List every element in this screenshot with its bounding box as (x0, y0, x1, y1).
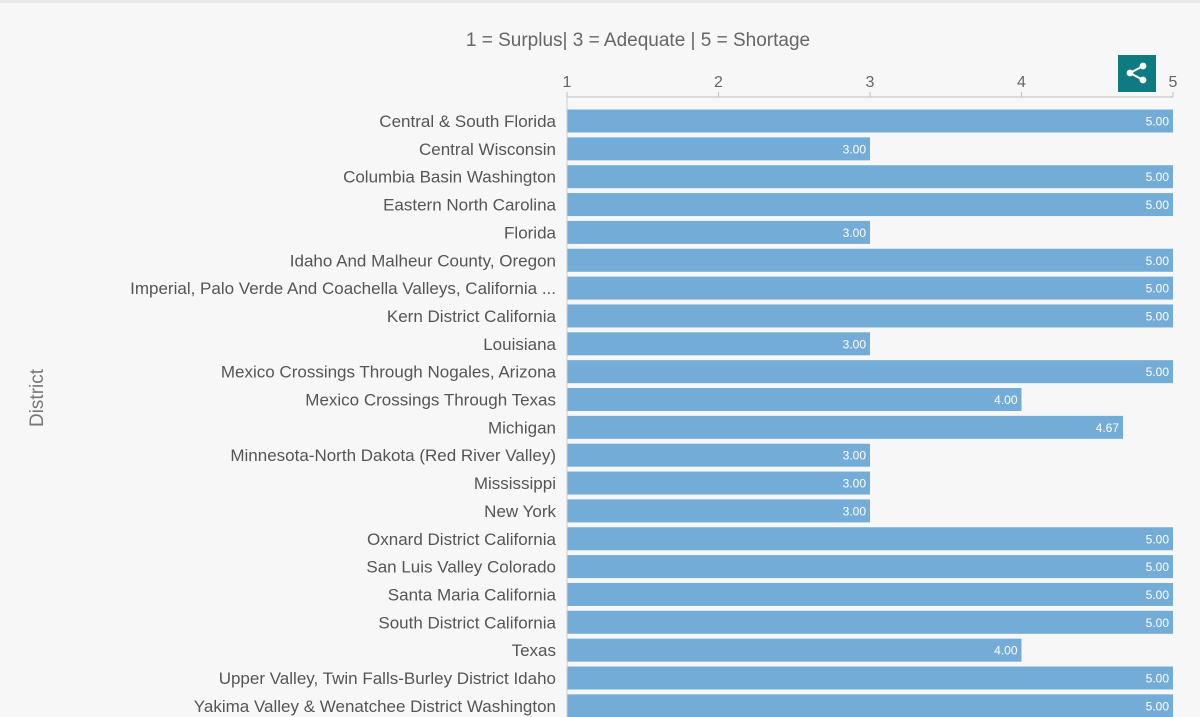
bar (567, 666, 1173, 690)
data-label: 5.00 (1146, 616, 1170, 630)
data-label: 5.00 (1146, 254, 1170, 268)
data-label: 3.00 (843, 142, 867, 156)
category-label: Mexico Crossings Through Texas (305, 391, 556, 410)
data-label: 4.00 (994, 644, 1018, 658)
bar (567, 165, 1173, 189)
category-label: Central & South Florida (379, 112, 556, 131)
share-button[interactable] (1118, 55, 1156, 92)
category-label: Michigan (488, 418, 556, 437)
x-tick-label: 3 (866, 74, 875, 91)
bar (567, 332, 870, 356)
bar (567, 304, 1173, 328)
x-tick-label: 5 (1169, 74, 1178, 91)
category-label: Kern District California (387, 307, 557, 326)
bar (567, 415, 1124, 439)
category-label: Texas (512, 641, 556, 660)
bar (567, 276, 1173, 300)
share-icon (1126, 62, 1147, 84)
category-label: San Luis Valley Colorado (366, 558, 556, 577)
data-label: 5.00 (1146, 170, 1170, 184)
category-label: Minnesota-North Dakota (Red River Valley… (230, 446, 556, 465)
category-label: New York (484, 502, 556, 521)
bar (567, 694, 1173, 717)
data-label: 5.00 (1146, 198, 1170, 212)
category-label: Central Wisconsin (419, 140, 556, 159)
bar (567, 555, 1173, 579)
data-label: 5.00 (1146, 282, 1170, 296)
data-label: 5.00 (1146, 532, 1170, 546)
bar (567, 109, 1173, 133)
data-label: 5.00 (1146, 365, 1170, 379)
x-tick-label: 1 (563, 74, 572, 91)
bar (567, 471, 870, 495)
category-label: Louisiana (483, 335, 556, 354)
data-label: 5.00 (1146, 699, 1170, 713)
data-label: 3.00 (843, 226, 867, 240)
category-label: Upper Valley, Twin Falls-Burley District… (219, 669, 556, 688)
data-label: 3.00 (843, 337, 867, 351)
category-label: Yakima Valley & Wenatchee District Washi… (194, 697, 556, 716)
bar (567, 137, 870, 161)
category-label: Santa Maria California (388, 585, 557, 604)
bar (567, 220, 870, 244)
category-label: Mississippi (474, 474, 556, 493)
x-tick-label: 2 (714, 74, 723, 91)
bar (567, 582, 1173, 606)
bar (567, 443, 870, 467)
bar (567, 527, 1173, 551)
bar (567, 610, 1173, 634)
chart-title: 1 = Surplus| 3 = Adequate | 5 = Shortage (465, 30, 811, 51)
bar (567, 193, 1173, 217)
category-label: Columbia Basin Washington (343, 168, 556, 187)
data-label: 5.00 (1146, 588, 1170, 602)
bar (567, 360, 1173, 384)
data-label: 5.00 (1146, 309, 1170, 323)
bar (567, 388, 1022, 411)
data-label: 5.00 (1146, 560, 1170, 574)
category-label: Idaho And Malheur County, Oregon (290, 251, 556, 270)
x-tick-label: 4 (1017, 74, 1026, 91)
data-label: 3.00 (843, 477, 867, 491)
category-label: Florida (504, 223, 557, 242)
bar (567, 499, 870, 523)
data-label: 5.00 (1146, 115, 1170, 129)
data-label: 3.00 (843, 504, 867, 518)
category-label: Mexico Crossings Through Nogales, Arizon… (221, 363, 557, 382)
bar (567, 248, 1173, 272)
category-label: South District California (378, 613, 556, 632)
category-label: Imperial, Palo Verde And Coachella Valle… (130, 279, 556, 298)
data-label: 3.00 (843, 449, 867, 463)
data-label: 5.00 (1146, 672, 1170, 686)
category-label: Oxnard District California (367, 530, 556, 549)
category-label: Eastern North Carolina (383, 196, 556, 215)
data-label: 4.67 (1096, 421, 1120, 435)
top-divider (0, 0, 1200, 3)
bar (567, 638, 1022, 662)
data-label: 4.00 (994, 393, 1018, 407)
